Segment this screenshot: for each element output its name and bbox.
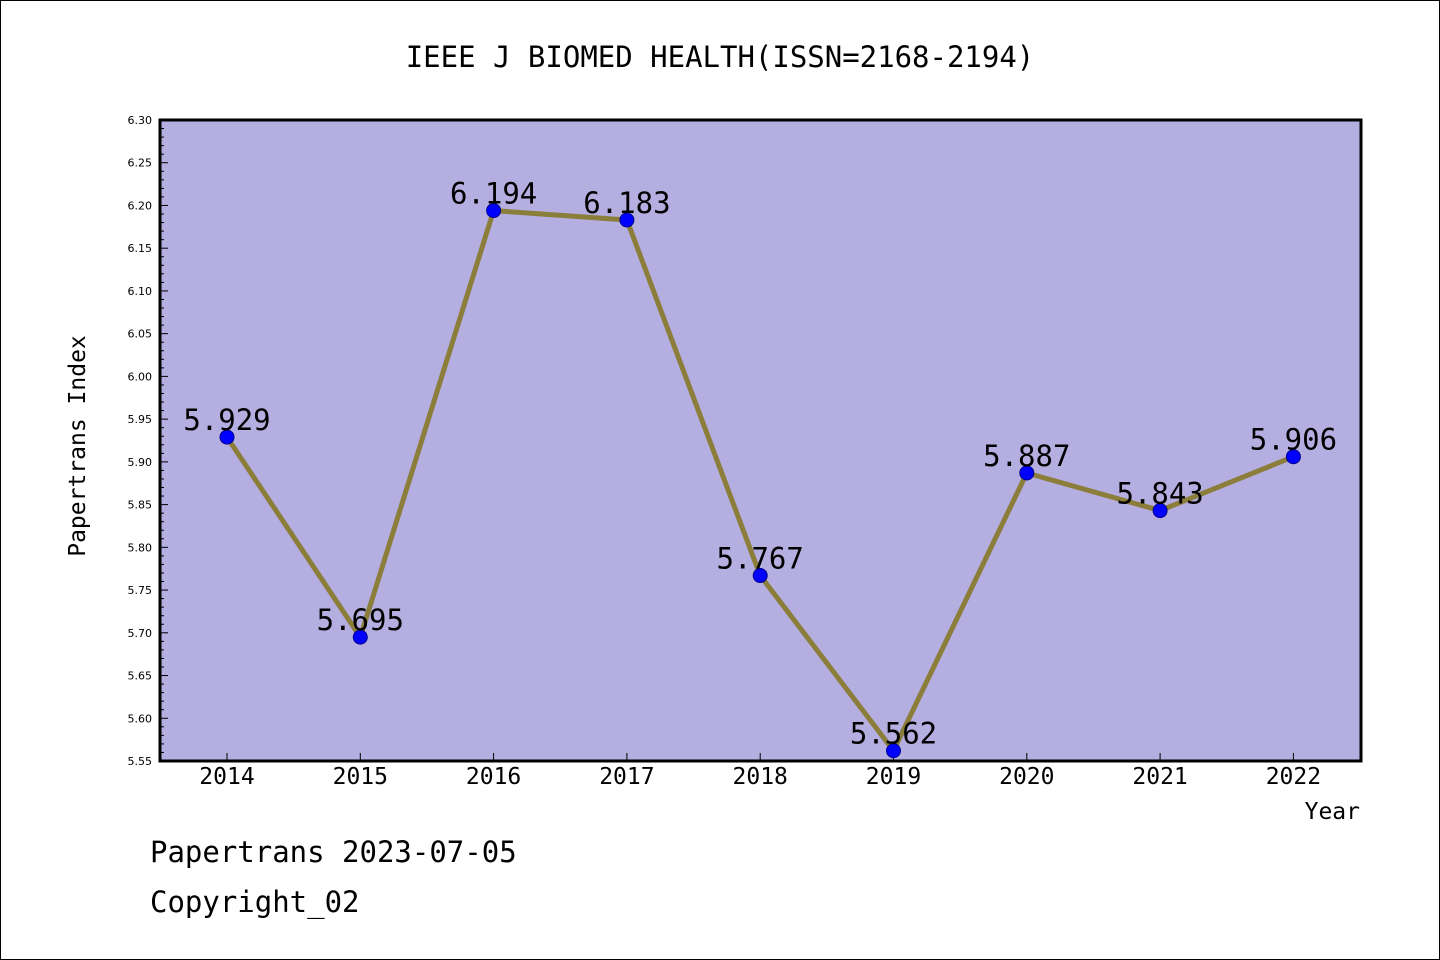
y-tick-label: 6.00 <box>128 370 153 383</box>
x-axis-label: Year <box>1305 799 1360 825</box>
y-tick-label: 5.90 <box>128 456 153 469</box>
x-tick-label: 2018 <box>733 764 788 790</box>
y-axis: 5.55 5.60 5.65 5.70 5.75 5.80 5.85 5.90 5.95 6.00… <box>128 114 168 768</box>
chart-title: IEEE J BIOMED HEALTH(ISSN=2168-2194) <box>406 40 1035 74</box>
y-tick-label: 6.20 <box>128 199 153 212</box>
x-axis: 2014 2015 2016 2017 2018 2019 2020 2021 2022 <box>199 753 1321 790</box>
series-markers <box>219 203 1301 759</box>
x-tick-label: 2016 <box>466 764 521 790</box>
data-point <box>1285 449 1301 465</box>
data-label: 5.695 <box>317 603 404 637</box>
y-tick-label: 6.10 <box>128 285 153 298</box>
data-point <box>752 568 768 584</box>
x-tick-label: 2020 <box>999 764 1054 790</box>
data-label: 5.906 <box>1250 423 1337 457</box>
x-tick-label: 2014 <box>199 764 254 790</box>
data-label: 5.767 <box>717 542 804 576</box>
plot-area <box>158 118 1363 763</box>
data-point <box>886 743 901 759</box>
y-tick-label: 6.15 <box>128 242 153 255</box>
y-tick-label: 6.30 <box>128 114 153 127</box>
data-point <box>1019 465 1035 481</box>
y-tick-label: 5.60 <box>128 712 153 725</box>
y-tick-label: 5.75 <box>128 584 153 597</box>
x-tick-label: 2022 <box>1266 764 1321 790</box>
data-label: 6.194 <box>450 177 537 211</box>
y-tick-label: 5.55 <box>128 755 153 768</box>
data-label: 6.183 <box>583 186 670 220</box>
x-tick-label: 2019 <box>866 764 921 790</box>
y-tick-label: 5.95 <box>128 413 153 426</box>
x-tick-label: 2017 <box>599 764 654 790</box>
y-tick-label: 6.25 <box>128 157 153 170</box>
footer-copyright: Copyright_02 <box>150 885 360 919</box>
y-tick-label: 5.65 <box>128 670 153 683</box>
data-labels: 5.929 5.695 6.194 6.183 5.767 5.562 5.887 5.843… <box>183 177 1337 751</box>
data-point <box>619 212 635 228</box>
data-label: 5.562 <box>850 717 937 751</box>
y-axis-label: Papertrans Index <box>65 335 91 557</box>
y-tick-label: 6.05 <box>128 328 153 341</box>
y-tick-label: 5.85 <box>128 499 153 512</box>
data-point <box>1152 503 1168 519</box>
data-label: 5.843 <box>1116 477 1203 511</box>
data-point <box>219 429 235 445</box>
data-point <box>352 629 368 645</box>
data-label: 5.929 <box>183 403 270 437</box>
footer-date: Papertrans 2023-07-05 <box>150 835 517 869</box>
x-tick-label: 2021 <box>1132 764 1187 790</box>
data-label: 5.887 <box>983 439 1070 473</box>
y-tick-label: 5.80 <box>128 541 153 554</box>
x-tick-label: 2015 <box>333 764 388 790</box>
data-point <box>486 203 502 219</box>
y-tick-label: 5.70 <box>128 627 153 640</box>
